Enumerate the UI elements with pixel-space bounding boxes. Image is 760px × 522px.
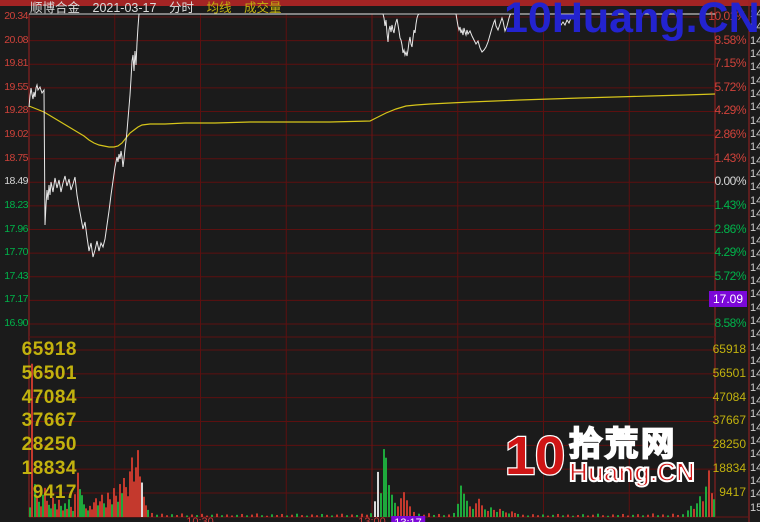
- clipped-quote-value: 15: [750, 501, 760, 514]
- window-top-bar: [0, 0, 760, 6]
- chart-date: 2021-03-17: [92, 1, 157, 15]
- watermark-logo: 10: [504, 426, 567, 486]
- clipped-quote-value: 14: [750, 248, 760, 261]
- clipped-quote-value: 14: [750, 488, 760, 501]
- clipped-quote-value: 14: [750, 341, 760, 354]
- ma-legend-label: 均线: [206, 1, 232, 15]
- clipped-quote-value: 14: [750, 154, 760, 167]
- clipped-quote-value: 14: [750, 475, 760, 488]
- watermark-bottom: 10 拾荒网 Huang.CN: [504, 425, 696, 487]
- clipped-quote-value: 14: [750, 448, 760, 461]
- clipped-quote-value: 14: [750, 301, 760, 314]
- clipped-quote-value: 14: [750, 461, 760, 474]
- chart-header: 顺博合金 2021-03-17 分时 均线 成交量: [30, 1, 290, 16]
- clipped-quote-value: 14: [750, 8, 760, 20]
- clipped-quote-value: 14: [750, 74, 760, 87]
- clipped-quote-value: 14: [750, 408, 760, 421]
- chart-type-label: 分时: [168, 1, 194, 15]
- clipped-quote-value: 14: [750, 394, 760, 407]
- clipped-quote-value: 14: [750, 101, 760, 114]
- clipped-quote-value: 14: [750, 141, 760, 154]
- clipped-quote-value: 14: [750, 328, 760, 341]
- clipped-quote-value: 14: [750, 314, 760, 327]
- clipped-quote-value: 14: [750, 88, 760, 101]
- stock-name: 顺博合金: [30, 1, 81, 15]
- clipped-quote-value: 14: [750, 194, 760, 207]
- clipped-quote-value: 14: [750, 234, 760, 247]
- clipped-quote-value: 14: [750, 61, 760, 74]
- volume-legend-label: 成交量: [243, 1, 282, 15]
- clipped-quote-value: 14: [750, 274, 760, 287]
- clipped-quote-value: 14: [750, 34, 760, 47]
- watermark-site-en: Huang.CN: [568, 457, 696, 487]
- clipped-quote-value: 14: [750, 48, 760, 61]
- clipped-quote-value: 14: [750, 354, 760, 367]
- watermark-top: 10Huang.CN: [504, 0, 760, 42]
- clipped-quote-value: 14: [750, 421, 760, 434]
- clipped-quote-value: 14: [750, 368, 760, 381]
- right-edge-clipped-column: 14 14 14 14 14 14 14 14 14 14 14 14 14 14 14 14 14 14 14 14…: [750, 8, 760, 515]
- clipped-quote-value: 14: [750, 208, 760, 221]
- clipped-quote-value: 14: [750, 181, 760, 194]
- clipped-quote-value: 14: [750, 381, 760, 394]
- clipped-quote-value: 14: [750, 21, 760, 34]
- clipped-quote-value: 14: [750, 221, 760, 234]
- clipped-quote-value: 14: [750, 261, 760, 274]
- clipped-quote-value: 14: [750, 435, 760, 447]
- clipped-quote-value: 14: [750, 114, 760, 127]
- clipped-quote-value: 14: [750, 168, 760, 181]
- clipped-quote-value: 14: [750, 288, 760, 301]
- clipped-quote-value: 14: [750, 128, 760, 141]
- watermark-site-cn: 拾荒网: [568, 425, 678, 462]
